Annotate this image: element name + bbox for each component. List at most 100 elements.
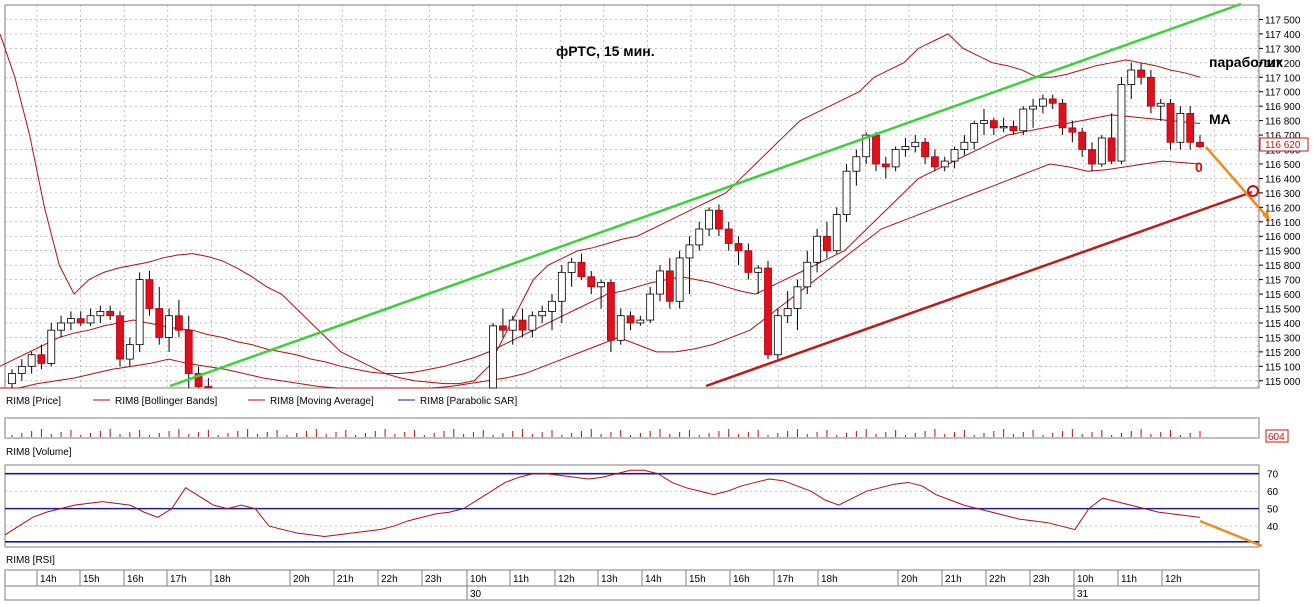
candle-body (656, 270, 664, 295)
candle-body (1176, 112, 1185, 143)
candle-body (76, 318, 85, 324)
forecast-arrow-price (1205, 146, 1269, 219)
time-tick-label: 14h (40, 574, 57, 585)
moving-average-line (0, 114, 1201, 375)
price-tick-label: 115 100 (1265, 362, 1301, 373)
candle-body (675, 257, 684, 302)
candle-body (587, 276, 596, 288)
price-tick-label: 116 300 (1265, 189, 1301, 200)
candle-body (184, 329, 193, 374)
candle-body (1009, 126, 1018, 132)
candle-body (106, 310, 115, 317)
candle-body (548, 300, 556, 312)
candle-body (989, 120, 998, 129)
rsi-grid (5, 472, 1259, 543)
candle-body (17, 365, 26, 374)
bollinger-lower-line (0, 160, 1201, 389)
time-axis-labels: 14h 15h 16h 17h 18h 20h 21h 22h 23h 10h 11h 12h 13h 1… (36, 570, 1182, 600)
time-tick-label: 17h (777, 574, 794, 585)
volume-last-label: 604 (1268, 432, 1285, 443)
candle-body (47, 329, 56, 364)
price-tick-label: 115 400 (1265, 319, 1301, 330)
price-tick-label: 117 400 (1265, 30, 1301, 41)
candle-body (862, 134, 871, 158)
candle-body (832, 214, 841, 252)
candle-body (881, 163, 890, 168)
time-tick-label: 20h (293, 574, 310, 585)
candle-body (823, 235, 831, 252)
candle-body (86, 315, 95, 324)
moving-average (0, 114, 1201, 375)
volume-bars (11, 429, 1201, 437)
candle-body (175, 315, 183, 331)
candle-body (1058, 102, 1067, 129)
price-tick-label: 117 300 (1265, 44, 1301, 55)
time-axis (4, 569, 1260, 601)
ma-annotation: MA (1209, 111, 1231, 127)
last-price-label: 116 620 (1265, 140, 1301, 151)
candle-body (1137, 69, 1145, 78)
candle-body (724, 228, 733, 244)
candle-body (783, 308, 792, 317)
time-tick-label: 18h (821, 574, 838, 585)
price-tick-label: 116 500 (1265, 160, 1301, 171)
legend-ma: RIM8 [Moving Average] (270, 396, 374, 407)
date-tick-label: 31 (1077, 589, 1089, 600)
time-tick-label: 10h (470, 574, 487, 585)
candle-body (872, 134, 880, 165)
time-tick-label: 21h (337, 574, 354, 585)
price-tick-label: 115 800 (1265, 261, 1301, 272)
rsi-panel (4, 464, 1260, 548)
candle-body (67, 318, 75, 324)
volume-panel (4, 417, 1260, 439)
time-tick-label: 16h (733, 574, 750, 585)
candle-body (842, 170, 851, 215)
candle-body (940, 160, 949, 168)
candle-body (489, 325, 497, 389)
candle-body (1039, 98, 1047, 107)
candle-body (8, 373, 16, 385)
legend-price: RIM8 [Price] (6, 396, 61, 407)
candle-body (715, 209, 723, 230)
candle-body (646, 293, 655, 321)
candle-body (891, 149, 900, 168)
time-tick-label: 20h (901, 574, 918, 585)
time-tick-label: 12h (1165, 574, 1182, 585)
candle-body (744, 250, 753, 273)
candles (8, 62, 1204, 389)
time-tick-label: 23h (1033, 574, 1050, 585)
time-tick-label: 21h (945, 574, 962, 585)
price-tick-label: 117 100 (1265, 73, 1301, 84)
time-tick-label: 15h (689, 574, 706, 585)
price-axis: 115 000 115 100 115 200 115 300 115 400 115 5… (1259, 15, 1301, 388)
candle-body (695, 228, 704, 246)
time-tick-label: 11h (513, 574, 529, 585)
candle-body (1088, 149, 1096, 165)
candle-body (557, 271, 566, 302)
candle-body (754, 267, 763, 273)
candle-body (165, 315, 173, 338)
candle-body (1029, 105, 1037, 110)
candle-body (37, 354, 46, 364)
volume-last-box (1265, 429, 1289, 443)
price-tick-label: 115 200 (1265, 348, 1301, 359)
rsi-tick-label: 40 (1267, 522, 1279, 533)
candle-body (764, 267, 772, 356)
chart-title: фРТС, 15 мин. (556, 43, 655, 59)
candle-body (980, 120, 988, 124)
time-tick-label: 13h (601, 574, 618, 585)
candle-body (852, 156, 861, 172)
candle-body (950, 149, 959, 162)
volume-panel-label: RIM8 [Volume] (6, 447, 72, 458)
candle-body (1068, 127, 1077, 133)
candle-body (1117, 84, 1126, 162)
price-tick-label: 116 400 (1265, 174, 1301, 185)
candle-body (1107, 137, 1116, 162)
price-tick-label: 116 900 (1265, 102, 1301, 113)
candle-body (665, 270, 674, 302)
candle-body (145, 279, 154, 309)
price-tick-label: 116 100 (1265, 218, 1301, 229)
rsi-tick-label: 50 (1267, 505, 1279, 516)
candle-body (116, 315, 124, 360)
price-tick-label: 117 000 (1265, 88, 1301, 99)
